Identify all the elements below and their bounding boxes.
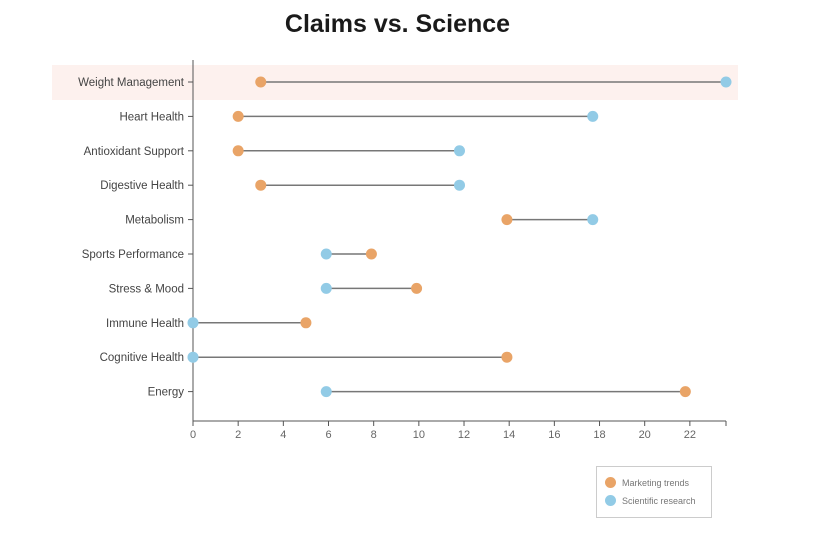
x-tick-label: 20 — [639, 429, 651, 441]
legend-marker-marketing — [605, 477, 616, 488]
x-tick-label: 8 — [371, 429, 377, 441]
x-tick-label: 0 — [190, 429, 196, 441]
category-label: Stress & Mood — [109, 283, 184, 295]
marketing-point — [365, 248, 377, 260]
category-label: Metabolism — [125, 215, 184, 227]
legend-marker-scientific — [605, 495, 616, 506]
category-label: Sports Performance — [82, 249, 184, 261]
marketing-point — [232, 110, 244, 122]
legend-item-marketing[interactable]: Marketing trends — [605, 477, 689, 488]
x-tick-label: 12 — [458, 429, 470, 441]
marketing-point — [679, 386, 691, 398]
x-tick-label: 4 — [280, 429, 286, 441]
category-label: Cognitive Health — [100, 352, 184, 364]
chart-title: Claims vs. Science — [284, 10, 511, 38]
legend-label: Marketing trends — [622, 477, 690, 488]
x-tick-label: 18 — [593, 429, 605, 441]
x-tick-label: 10 — [413, 429, 425, 441]
scientific-point — [187, 351, 199, 363]
legend: Marketing trends Scientific research — [596, 466, 712, 518]
scientific-point — [320, 282, 332, 294]
marketing-point — [255, 76, 267, 88]
x-tick-label: 6 — [325, 429, 331, 441]
category-label: Energy — [148, 387, 185, 399]
marketing-point — [501, 214, 513, 226]
x-tick-label: 14 — [503, 429, 515, 441]
category-label: Antioxidant Support — [84, 146, 185, 158]
x-tick-label: 2 — [235, 429, 241, 441]
marketing-point — [501, 351, 513, 363]
legend-label: Scientific research — [622, 495, 696, 506]
scientific-point — [320, 248, 332, 260]
scientific-point — [587, 214, 599, 226]
category-label: Heart Health — [119, 111, 184, 123]
category-label: Weight Management — [78, 77, 185, 89]
legend-item-scientific[interactable]: Scientific research — [605, 495, 696, 506]
x-tick-label: 22 — [684, 429, 696, 441]
scientific-point — [720, 76, 732, 88]
scientific-point — [187, 317, 199, 329]
marketing-point — [232, 145, 244, 157]
scientific-point — [587, 110, 599, 122]
x-tick-label: 16 — [548, 429, 560, 441]
scientific-point — [454, 145, 465, 157]
marketing-point — [255, 179, 267, 191]
scientific-point — [454, 179, 465, 191]
marketing-point — [300, 317, 312, 329]
category-label: Digestive Health — [100, 180, 184, 192]
scientific-point — [320, 386, 332, 398]
category-label: Immune Health — [106, 318, 184, 330]
marketing-point — [411, 282, 423, 294]
